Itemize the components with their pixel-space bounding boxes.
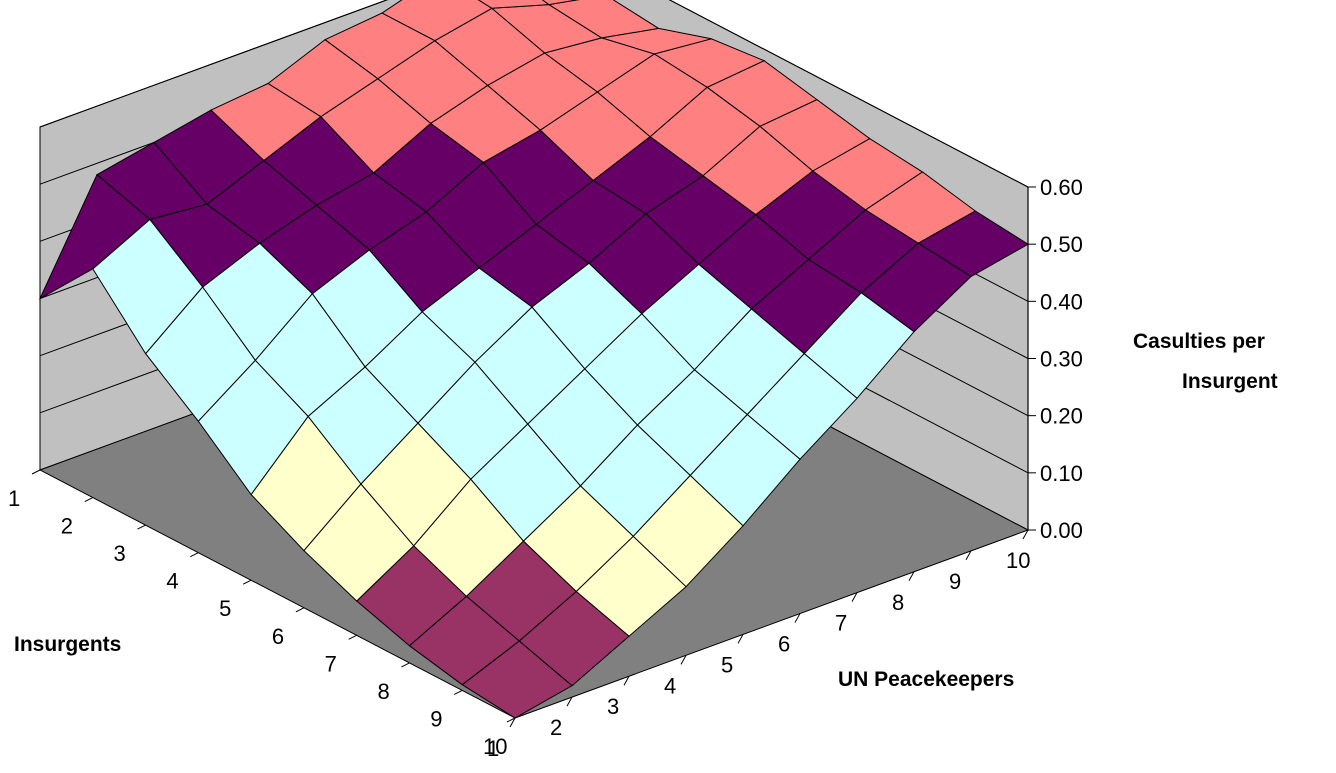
y-tick-label: 8	[377, 679, 389, 704]
y-tick	[190, 552, 199, 558]
y-tick	[31, 469, 41, 475]
z-axis-title-line1: Casulties per	[1133, 330, 1265, 353]
y-tick-label: 7	[325, 651, 337, 676]
x-tick-label: 6	[778, 632, 790, 657]
y-tick-label: 5	[219, 596, 231, 621]
x-tick-label: 4	[664, 673, 676, 698]
z-tick-label: 0.50	[1040, 232, 1083, 257]
y-tick	[348, 634, 357, 640]
y-tick	[506, 717, 516, 723]
x-axis-title: UN Peacekeepers	[838, 668, 1014, 691]
surface-cell	[541, 0, 580, 6]
y-tick-label: 2	[61, 514, 73, 539]
x-tick	[509, 717, 516, 728]
z-tick-label: 0.60	[1040, 175, 1083, 200]
x-tick	[794, 613, 801, 623]
y-tick-label: 4	[166, 569, 178, 594]
x-tick-label: 9	[949, 569, 961, 594]
x-tick-label: 7	[835, 611, 847, 636]
y-tick	[84, 497, 94, 503]
y-tick-label: 3	[114, 541, 126, 566]
y-tick	[453, 689, 463, 695]
y-tick	[137, 524, 146, 530]
x-tick	[566, 696, 573, 707]
x-tick	[680, 655, 687, 665]
x-tick	[623, 675, 630, 686]
z-tick-labels: 0.00 0.10 0.20 0.30 0.40 0.50 0.60	[1028, 175, 1083, 543]
x-tick	[908, 571, 915, 582]
x-tick	[1022, 529, 1029, 540]
x-tick-label: 2	[550, 715, 562, 740]
x-tick-label: 10	[1006, 548, 1030, 573]
x-tick	[965, 550, 972, 561]
y-tick	[295, 607, 305, 613]
z-axis-title-line2: Insurgent	[1182, 370, 1278, 393]
z-tick-label: 0.40	[1040, 289, 1083, 314]
z-tick-label: 0.20	[1040, 404, 1083, 429]
surface-cell	[38, 173, 151, 300]
surface-plot	[38, 0, 1029, 719]
x-tick-label: 1	[487, 736, 499, 761]
x-tick	[851, 592, 858, 602]
z-tick-label: 0.00	[1040, 518, 1083, 543]
y-tick	[401, 662, 410, 668]
surface-cell	[477, 0, 551, 9]
x-tick-label: 8	[892, 590, 904, 615]
x-tick-labels: 1 2 3 4 5 6 7 8 9 10	[487, 529, 1030, 761]
y-tick-label: 9	[430, 706, 442, 731]
y-tick-labels: 1 2 3 4 5 6 7 8 9 10	[8, 469, 516, 759]
y-tick-label: 10	[483, 734, 507, 759]
y-tick	[242, 579, 252, 585]
x-tick-label: 3	[607, 694, 619, 719]
x-tick	[737, 634, 744, 644]
gridline	[39, 0, 1029, 188]
z-tick-label: 0.10	[1040, 461, 1083, 486]
z-tick-label: 0.30	[1040, 347, 1083, 372]
y-tick-label: 6	[272, 624, 284, 649]
y-axis-title: Insurgents	[14, 633, 121, 656]
x-tick-label: 5	[721, 652, 733, 677]
y-tick-label: 1	[8, 486, 20, 511]
